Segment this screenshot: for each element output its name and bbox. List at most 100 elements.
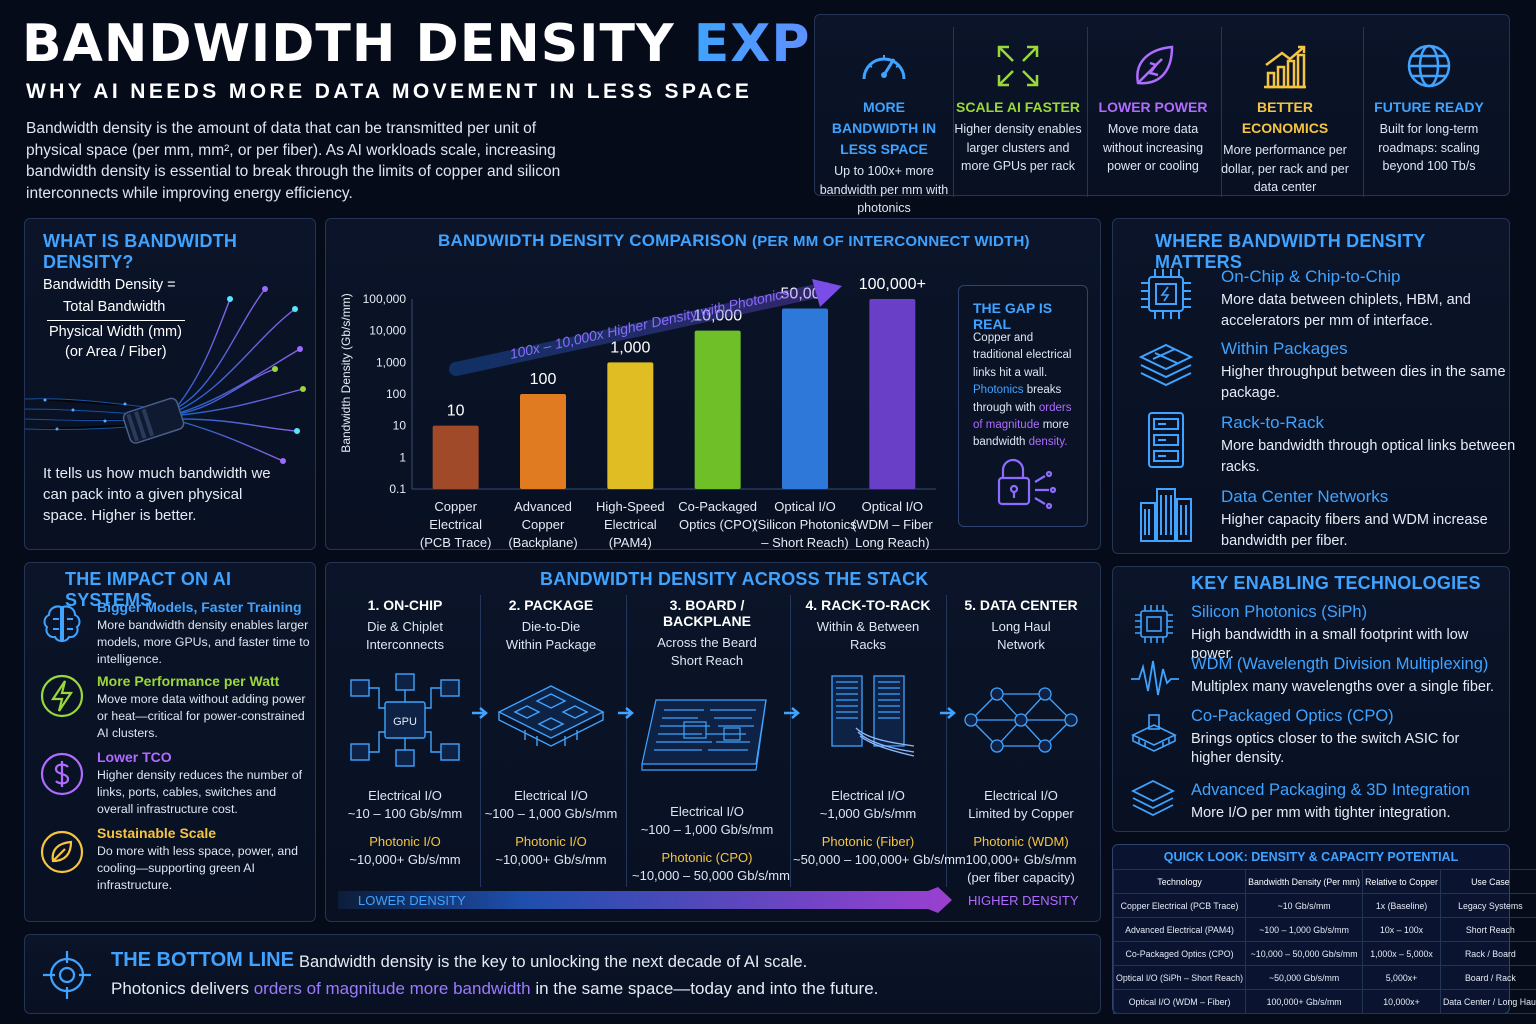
bottom-line-text-1: Bandwidth density is the key to unlockin… — [299, 953, 808, 971]
where-item-desc: Higher capacity fibers and WDM increase … — [1221, 512, 1488, 549]
table-cell: 1x (Baseline) — [1362, 893, 1441, 918]
electrical-label: Electrical I/O — [984, 788, 1058, 803]
bottom-line-part: in the same space—today and into the fut… — [535, 979, 879, 998]
table-header: Technology — [1112, 869, 1247, 894]
higher-density-label: HIGHER DENSITY — [968, 893, 1079, 908]
bar-value-label: 1,000 — [610, 339, 650, 356]
electrical-label: Electrical I/O — [514, 788, 588, 803]
gpu-label: GPU — [393, 716, 417, 728]
y-axis-label: Bandwidth Density (Gb/s/mm) — [339, 293, 353, 452]
table-cell: 10,000x+ — [1362, 989, 1441, 1014]
table-cell: Co-Packaged Optics (CPO) — [1112, 941, 1247, 966]
x-tick-label: Electrical — [429, 517, 482, 532]
table-cell: ~10,000 – 50,000 Gb/s/mm — [1245, 941, 1364, 966]
table-header: Bandwidth Density (Per mm) — [1245, 869, 1364, 894]
table-cell: 100,000+ Gb/s/mm — [1245, 989, 1364, 1014]
where-item: Data Center Networks Higher capacity fib… — [1221, 487, 1521, 552]
leaf-icon — [40, 830, 84, 874]
where-item: Rack-to-Rack More bandwidth through opti… — [1221, 413, 1521, 478]
x-tick-label: Optics (CPO) — [679, 517, 756, 532]
electrical-value: ~100 – 1,000 Gb/s/mm — [640, 822, 774, 837]
bar-value-label: 100 — [530, 371, 557, 388]
photonic-value: 100,000+ Gb/s/mm — [965, 852, 1077, 867]
bar — [520, 394, 566, 489]
chart-title-main: BANDWIDTH DENSITY COMPARISON — [438, 231, 748, 250]
bar-value-label: 10 — [447, 403, 465, 420]
impact-item-title: Sustainable Scale — [97, 825, 217, 841]
rack-fiber-icon — [831, 675, 915, 757]
stage-electrical: Electrical I/O Limited by Copper — [946, 787, 1096, 823]
arrow-right-icon — [940, 707, 956, 719]
table-header: Relative to Copper — [1362, 869, 1441, 894]
stage-name: 4. RACK-TO-RACK — [805, 597, 931, 613]
unlock-icon — [997, 458, 1057, 510]
table-cell: 5,000x+ — [1362, 965, 1441, 990]
x-tick-label: (Backplane) — [508, 535, 577, 550]
x-tick-label: Optical I/O — [774, 499, 835, 514]
bar — [607, 362, 654, 489]
key-tech-item-title: Advanced Packaging & 3D Integration — [1191, 781, 1470, 799]
x-tick-label: Advanced — [514, 499, 572, 514]
stage-photonic: Photonic (CPO) ~10,000 – 50,000 Gb/s/mm — [632, 849, 790, 885]
bar — [869, 299, 916, 489]
gap-text-6: density. — [1028, 436, 1068, 449]
x-tick-label: High-Speed — [596, 499, 665, 514]
bar — [694, 330, 741, 489]
arrow-right-icon — [784, 707, 800, 719]
benefit-future: FUTURE READY Built for long-term roadmap… — [1363, 41, 1495, 176]
electrical-value: ~10 – 100 Gb/s/mm — [347, 806, 463, 821]
gap-text-5: more bandwidth — [973, 419, 1069, 449]
divider — [626, 595, 627, 887]
datacenter-buildings-icon — [1140, 488, 1192, 542]
x-tick-label: Copper — [522, 517, 565, 532]
photonic-chip-icon — [1135, 605, 1173, 643]
divider — [790, 595, 791, 887]
dollar-icon — [40, 752, 84, 796]
stage-electrical: Electrical I/O ~100 – 1,000 Gb/s/mm — [476, 787, 626, 823]
impact-item-desc: More bandwidth density enables larger mo… — [97, 618, 310, 666]
table-cell: Legacy Systems — [1439, 893, 1536, 918]
bar — [782, 308, 828, 489]
chart-title: BANDWIDTH DENSITY COMPARISON (PER MM OF … — [438, 231, 1030, 251]
key-tech-item-title: Silicon Photonics (SiPh) — [1191, 603, 1368, 621]
table-row: Optical I/O (WDM – Fiber) 100,000+ Gb/s/m… — [1112, 989, 1536, 1014]
impact-item: Lower TCO Higher density reduces the num… — [97, 749, 311, 818]
x-tick-label: Co-Packaged — [678, 499, 757, 514]
electrical-label: Electrical I/O — [368, 788, 442, 803]
key-tech-item-desc: Brings optics closer to the switch ASIC … — [1191, 731, 1460, 766]
x-tick-label: – Short Reach) — [761, 535, 848, 550]
trend-arrow — [449, 279, 842, 376]
stage-name: 2. PACKAGE — [508, 597, 594, 613]
stage-photonic: Photonic (WDM) 100,000+ Gb/s/mm (per fib… — [946, 833, 1096, 887]
formula-denominator: Physical Width (mm) — [49, 324, 182, 340]
chart-title-suffix: (PER MM OF INTERCONNECT WIDTH) — [752, 233, 1030, 250]
table-cell: Optical I/O (SiPh – Short Reach) — [1112, 965, 1247, 990]
benefit-title: SCALE AI FASTER — [956, 99, 1080, 115]
y-tick-label: 1,000 — [376, 355, 406, 369]
benefit-desc: Built for long-term roadmaps: scaling be… — [1378, 122, 1480, 173]
benefits-panel: MORE BANDWIDTH IN LESS SPACE Up to 100x+… — [814, 14, 1510, 215]
benefit-desc: Higher density enables larger clusters a… — [954, 122, 1082, 173]
arrow-right-icon — [472, 707, 488, 719]
gap-text-2: Photonics — [973, 384, 1024, 397]
bottom-line-panel: THE BOTTOM LINE Bandwidth density is the… — [24, 934, 1101, 1014]
x-tick-label: (PCB Trace) — [420, 535, 492, 550]
photonic-label: Photonic (WDM) — [973, 834, 1069, 849]
table-row: Co-Packaged Optics (CPO) ~10,000 – 50,000… — [1112, 941, 1536, 966]
benefit-scale: SCALE AI FASTER Higher density enables l… — [952, 41, 1084, 176]
impact-item-desc: Move more data without adding power or h… — [97, 692, 306, 740]
stage-photonic: Photonic I/O ~10,000+ Gb/s/mm — [330, 833, 480, 869]
package-stack-icon — [1138, 343, 1194, 387]
divider — [480, 595, 481, 887]
impact-item: Sustainable Scale Do more with less spac… — [97, 825, 311, 894]
bottom-line-text-2: Photonics delivers orders of magnitude m… — [111, 979, 878, 999]
impact-item-desc: Do more with less space, power, and cool… — [97, 844, 298, 892]
benefit-power: LOWER POWER Move more data without incre… — [1087, 41, 1219, 176]
impact-panel: THE IMPACT ON AI SYSTEMS Bigger Models, … — [24, 562, 316, 922]
quick-look-title: QUICK LOOK: DENSITY & CAPACITY POTENTIAL — [1163, 850, 1459, 864]
gap-box: THE GAP IS REAL Copper and traditional e… — [958, 285, 1088, 527]
key-tech-item-title: Co-Packaged Optics (CPO) — [1191, 707, 1394, 725]
key-tech-item: Co-Packaged Optics (CPO) Brings optics c… — [1191, 707, 1491, 768]
circuit-board-icon — [641, 699, 767, 771]
table-cell: Short Reach — [1439, 917, 1536, 942]
